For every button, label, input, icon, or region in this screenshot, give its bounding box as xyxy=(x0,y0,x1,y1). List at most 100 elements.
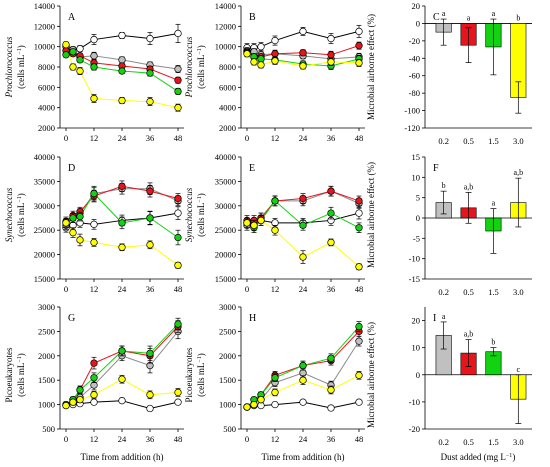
point-d15 xyxy=(327,209,335,217)
panel-label: G xyxy=(68,313,75,324)
x-tick-label: 48 xyxy=(174,284,183,294)
xlabel-time-2: Time from addition (h) xyxy=(262,452,345,462)
point-d30 xyxy=(76,67,84,75)
point-d30 xyxy=(271,57,279,65)
y-tick-label: 0 xyxy=(416,213,420,223)
point-d15 xyxy=(62,51,70,59)
category-label: 0.2 xyxy=(438,287,449,297)
x-tick-label: 24 xyxy=(118,434,127,444)
point-d30 xyxy=(76,236,84,244)
x-tick-label: 0 xyxy=(245,284,249,294)
point-d30 xyxy=(355,59,363,67)
category-label: 3.0 xyxy=(513,437,524,447)
ylabel-effect-c: Microbial airborne effect (%) xyxy=(366,14,376,120)
ylabel-syn-e: Synechococcus xyxy=(184,187,194,242)
y-tick-label: 35000 xyxy=(34,176,55,186)
point-d30 xyxy=(257,61,265,69)
y-tick-label: 0 xyxy=(416,370,420,380)
ylabel-effect-f: Microbial airborne effect (%) xyxy=(366,162,376,268)
ylabel-peuk-g: Picoeukaryotes xyxy=(4,347,14,402)
ylabel-pro-b: Prochlorococcus xyxy=(184,36,194,98)
y-tick-label: 8000 xyxy=(219,62,236,72)
panel-e: 15000 20000 25000 30000 35000 40000 E 0 12 24 36 48 xyxy=(215,152,365,294)
x-tick-label: 12 xyxy=(90,434,99,444)
category-label: 1.5 xyxy=(488,437,499,447)
significance-letter: a xyxy=(492,9,496,18)
point-control xyxy=(271,36,279,45)
point-d15 xyxy=(76,56,84,64)
point-d30 xyxy=(257,216,265,225)
panel-label: I xyxy=(433,313,436,324)
point-d30 xyxy=(243,403,251,411)
point-d30 xyxy=(62,219,70,227)
y-tick-label: 0 xyxy=(416,18,420,28)
x-tick-label: 36 xyxy=(146,284,155,294)
point-d30 xyxy=(118,96,126,105)
yunit-syn-e: (cells mL−1) xyxy=(196,193,206,237)
xlabel-dust: Dust added (mg L−1) xyxy=(441,452,516,462)
significance-letter: a,b xyxy=(464,330,474,339)
ylabel-syn-d: Synechococcus xyxy=(4,187,14,242)
y-tick-label: -100 xyxy=(404,106,420,116)
point-control xyxy=(90,398,98,406)
point-d30 xyxy=(250,221,258,229)
point-d15 xyxy=(146,349,154,358)
point-control xyxy=(118,31,126,40)
category-label: 0.2 xyxy=(438,437,449,447)
y-tick-label: 10 xyxy=(412,343,421,353)
y-tick-label: 15 xyxy=(412,152,421,162)
point-d30 xyxy=(62,40,70,49)
y-tick-label: 2000 xyxy=(38,351,55,361)
panel-b: 2000 4000 6000 8000 10000 12000 14000 B 0 12 24 36 4… xyxy=(215,1,365,143)
point-d02 xyxy=(355,337,363,345)
point-d30 xyxy=(327,238,335,247)
panel-label: A xyxy=(68,12,76,23)
point-d05 xyxy=(327,187,335,195)
x-tick-label: 48 xyxy=(174,434,183,444)
point-d30 xyxy=(243,219,251,227)
panel-c: -120 -100 -80 -60 -40 -20 0 20 C a 0.2 a 0.5 a 1.5 b 3.0 xyxy=(404,1,532,146)
panel-a: 2000 4000 6000 8000 10000 12000 14000 A 0 12 24 36 4… xyxy=(34,1,184,143)
y-tick-label: 10 xyxy=(412,172,421,182)
x-tick-label: 36 xyxy=(327,284,336,294)
y-tick-label: 6000 xyxy=(38,82,55,92)
point-d30 xyxy=(257,396,265,404)
point-d05 xyxy=(355,197,363,205)
y-tick-label: 20000 xyxy=(34,250,55,260)
significance-letter: a,b xyxy=(464,182,474,191)
y-tick-label: 2000 xyxy=(38,123,55,133)
y-tick-label: -15 xyxy=(409,274,420,284)
point-d30 xyxy=(76,396,84,404)
y-tick-label: -40 xyxy=(409,53,420,63)
panel-label: F xyxy=(433,163,439,174)
y-tick-label: 2000 xyxy=(219,351,236,361)
category-label: 0.5 xyxy=(463,287,474,297)
y-tick-label: 15000 xyxy=(215,274,236,284)
point-d15 xyxy=(69,48,77,56)
x-tick-label: 48 xyxy=(174,133,183,143)
significance-letter: a,b xyxy=(514,168,524,177)
y-tick-label: -20 xyxy=(409,424,420,434)
y-tick-label: -10 xyxy=(409,397,420,407)
category-label: 0.2 xyxy=(438,136,449,146)
x-tick-label: 12 xyxy=(90,133,99,143)
point-control xyxy=(90,35,98,44)
point-control xyxy=(355,209,363,217)
point-d15 xyxy=(76,212,84,221)
x-tick-label: 0 xyxy=(245,133,249,143)
point-d30 xyxy=(90,94,98,103)
point-d05 xyxy=(146,187,154,195)
x-tick-label: 36 xyxy=(146,434,155,444)
point-d30 xyxy=(146,391,154,399)
point-d30 xyxy=(174,104,182,112)
y-tick-label: 1000 xyxy=(38,400,55,410)
significance-letter: a xyxy=(492,199,496,208)
x-tick-label: 24 xyxy=(299,284,308,294)
point-d30 xyxy=(327,386,335,394)
y-tick-label: 40000 xyxy=(34,152,55,162)
point-d15 xyxy=(90,189,98,198)
point-d05 xyxy=(174,76,182,84)
panel-label: H xyxy=(249,313,256,324)
